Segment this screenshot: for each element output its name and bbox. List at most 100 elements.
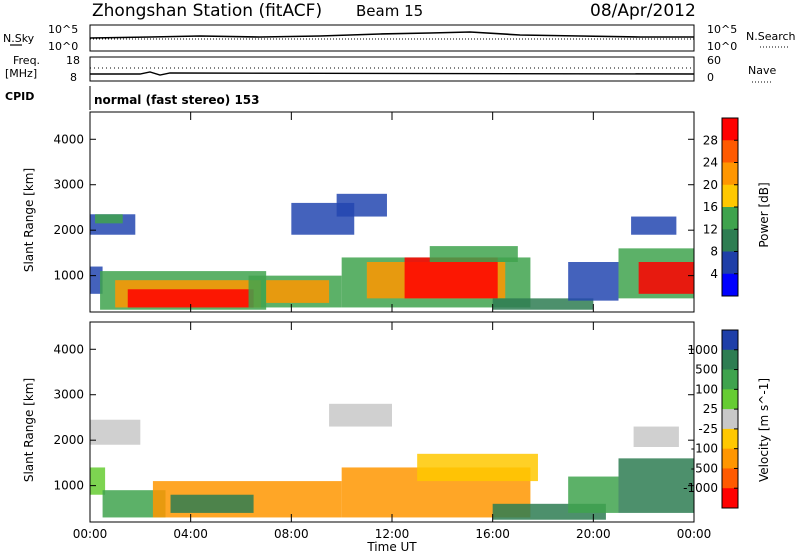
data-region (90, 419, 141, 445)
data-region (633, 426, 679, 447)
colorbars: 28 24 20 16 12 8 4 1000 500 100 25 -25 -100 -500 -1000 (683, 117, 739, 509)
freq-unit: [MHz] (5, 67, 37, 80)
data-region (127, 289, 254, 308)
x-tick-label: 00:00 (677, 527, 712, 541)
heatmap-panels (89, 111, 695, 523)
colorbar-segment (722, 369, 738, 390)
data-region (638, 262, 694, 294)
nave-label: Nave (748, 64, 776, 77)
freq-tick-bottom: 8 (70, 71, 77, 84)
data-region (618, 458, 694, 513)
x-tick-label: 12:00 (375, 527, 410, 541)
colorbar-tick-label: -25 (698, 422, 718, 436)
data-region (492, 298, 594, 310)
y-tick-label: 3000 (53, 178, 84, 192)
x-tick-label: 00:00 (73, 527, 108, 541)
data-region (568, 476, 619, 513)
beam-title: Beam 15 (356, 2, 423, 20)
station-title: Zhongshan Station (fitACF) (92, 1, 322, 21)
cpid-text: normal (fast stereo) 153 (94, 93, 260, 107)
velocity-panel (89, 321, 695, 523)
colorbar-segment (722, 409, 738, 430)
colorbar-segment (722, 162, 738, 186)
colorbar-tick-label: -1000 (683, 481, 718, 495)
colorbar-segment (722, 389, 738, 410)
freq-tick-top: 18 (66, 54, 80, 67)
x-tick-label: 04:00 (173, 527, 208, 541)
power-ylabel: Slant Range [km] (22, 168, 36, 272)
colorbar-segment (722, 140, 738, 163)
time-axis-label: Time UT (366, 540, 417, 554)
colorbar-segment (722, 229, 738, 252)
colorbar-tick-label: 28 (703, 133, 718, 147)
y-tick-label: 1000 (53, 479, 84, 493)
data-region (170, 494, 254, 513)
y-tick-label: 3000 (53, 388, 84, 402)
data-region (568, 262, 619, 301)
data-region (329, 403, 392, 427)
colorbar-segment (722, 184, 738, 208)
colorbar-segment (722, 428, 738, 450)
colorbar-segment (722, 330, 738, 351)
colorbar-segment (722, 251, 738, 275)
nave-tick-bottom: 0 (707, 71, 714, 84)
freq-panel-frame (89, 56, 695, 82)
y-tick-label: 2000 (53, 433, 84, 447)
colorbar-tick-label: 1000 (687, 343, 718, 357)
data-region (417, 453, 538, 482)
power-colorbar-label: Power [dB] (757, 182, 771, 247)
data-region (90, 467, 106, 495)
data-region (404, 257, 498, 299)
colorbar-segment (722, 468, 738, 489)
colorbar-tick-label: 16 (703, 200, 718, 214)
data-region (336, 193, 387, 217)
colorbar-tick-label: 100 (695, 382, 718, 396)
colorbar-tick-label: -500 (691, 461, 718, 475)
power-panel (89, 111, 695, 313)
colorbar-segment (722, 488, 738, 509)
x-tick-label: 08:00 (274, 527, 309, 541)
colorbar-segment (722, 448, 738, 469)
colorbar-segment (722, 349, 738, 371)
nsky-panel-frame (89, 24, 695, 52)
nave-tick-top: 60 (707, 54, 721, 67)
data-region (266, 280, 330, 303)
colorbar-segment (722, 273, 738, 297)
colorbar-tick-label: 8 (710, 245, 718, 259)
date-title: 08/Apr/2012 (590, 1, 696, 21)
freq-label: Freq. (13, 54, 40, 67)
nsky-tick-bottom: 10^0 (48, 40, 78, 53)
colorbar-segment (722, 118, 738, 141)
y-tick-label: 1000 (53, 269, 84, 283)
colorbar-tick-label: 12 (703, 222, 718, 236)
nsearch-label: N.Search (746, 30, 796, 43)
data-region (429, 246, 518, 262)
data-region (631, 216, 677, 235)
x-tick-label: 20:00 (576, 527, 611, 541)
tick-labels: 1000 2000 3000 4000 1000 2000 3000 4000 00:00 04:… (53, 112, 711, 541)
colorbar-frame (721, 329, 739, 509)
nsearch-tick-bottom: 10^0 (707, 40, 737, 53)
nsky-line (89, 31, 694, 39)
colorbar-segment (722, 207, 738, 230)
velocity-ylabel: Slant Range [km] (22, 378, 36, 482)
colorbar-tick-label: 20 (703, 178, 718, 192)
data-region (90, 266, 103, 294)
colorbar-tick-label: -100 (691, 442, 718, 456)
data-region (95, 214, 123, 224)
colorbar-tick-label: 500 (695, 363, 718, 377)
y-tick-label: 4000 (53, 132, 84, 146)
colorbar-tick-label: 25 (703, 402, 718, 416)
y-tick-label: 4000 (53, 342, 84, 356)
freq-line (90, 71, 695, 76)
nsky-tick-top: 10^5 (48, 23, 78, 36)
nsearch-tick-top: 10^5 (707, 23, 737, 36)
y-tick-label: 2000 (53, 223, 84, 237)
velocity-colorbar-label: Velocity [m s^-1] (757, 378, 771, 482)
colorbar-tick-label: 4 (710, 267, 718, 281)
colorbar-tick-label: 24 (703, 156, 718, 170)
cpid-label: CPID (5, 90, 34, 103)
x-tick-label: 16:00 (475, 527, 510, 541)
nsky-label: N.Sky (3, 32, 35, 45)
